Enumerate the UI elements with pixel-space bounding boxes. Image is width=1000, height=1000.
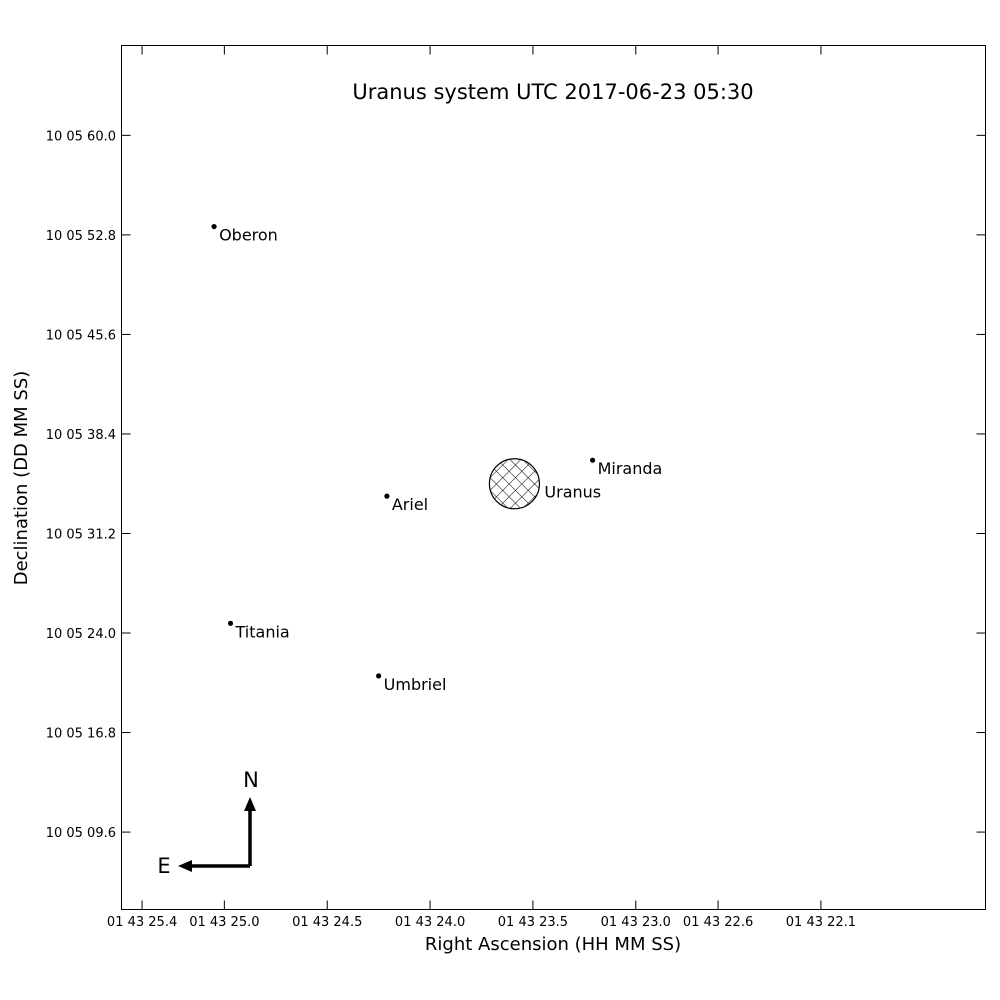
moon-label-oberon: Oberon [219, 226, 278, 245]
compass-east-label: E [157, 854, 170, 878]
x-axis-label: Right Ascension (HH MM SS) [425, 934, 681, 955]
bodies-layer: Uranus Oberon Miranda Ariel Titania Umbriel [211, 223, 663, 694]
y-tick-label: 10 05 16.8 [46, 727, 116, 742]
x-tick-label: 01 43 24.0 [395, 915, 465, 930]
x-tick-label: 01 43 25.4 [107, 915, 177, 930]
compass-rose: N E [157, 768, 259, 878]
moon-point-miranda [589, 457, 596, 463]
moon-label-umbriel: Umbriel [384, 675, 447, 694]
y-tick-label: 10 05 24.0 [46, 627, 116, 642]
uranus-label: Uranus [544, 483, 601, 502]
y-tick-label: 10 05 45.6 [46, 328, 116, 343]
chart-title: Uranus system UTC 2017-06-23 05:30 [352, 80, 753, 104]
x-tick-label: 01 43 25.0 [189, 915, 259, 930]
plot-frame [121, 45, 986, 910]
north-arrowhead-icon [244, 797, 256, 811]
moon-point-umbriel [376, 673, 382, 679]
moon-point-oberon [211, 223, 217, 230]
x-tick-label: 01 43 23.0 [601, 915, 671, 930]
x-axis-ticks: 01 43 25.4 01 43 25.0 01 43 24.5 01 43 24.0… [107, 45, 856, 930]
compass-north-label: N [243, 768, 259, 792]
x-tick-label: 01 43 23.5 [498, 915, 568, 930]
moon-label-ariel: Ariel [392, 495, 428, 514]
y-axis-ticks: 10 05 60.0 10 05 52.8 10 05 45.6 10 05 38.4… [46, 129, 986, 841]
moon-point-titania [227, 620, 234, 626]
y-tick-label: 10 05 38.4 [46, 428, 116, 443]
x-tick-label: 01 43 22.1 [786, 915, 856, 930]
x-tick-label: 01 43 24.5 [292, 915, 362, 930]
moon-label-titania: Titania [235, 622, 290, 641]
y-tick-label: 10 05 52.8 [46, 229, 116, 244]
y-tick-label: 10 05 09.6 [46, 826, 116, 841]
moon-label-miranda: Miranda [598, 459, 663, 478]
east-arrowhead-icon [178, 860, 192, 872]
y-tick-label: 10 05 31.2 [46, 527, 116, 542]
y-axis-label: Declination (DD MM SS) [11, 371, 32, 586]
y-tick-label: 10 05 60.0 [46, 129, 116, 144]
x-tick-label: 01 43 22.6 [683, 915, 753, 930]
uranus-disk-icon [488, 458, 541, 510]
moon-point-ariel [384, 493, 390, 499]
